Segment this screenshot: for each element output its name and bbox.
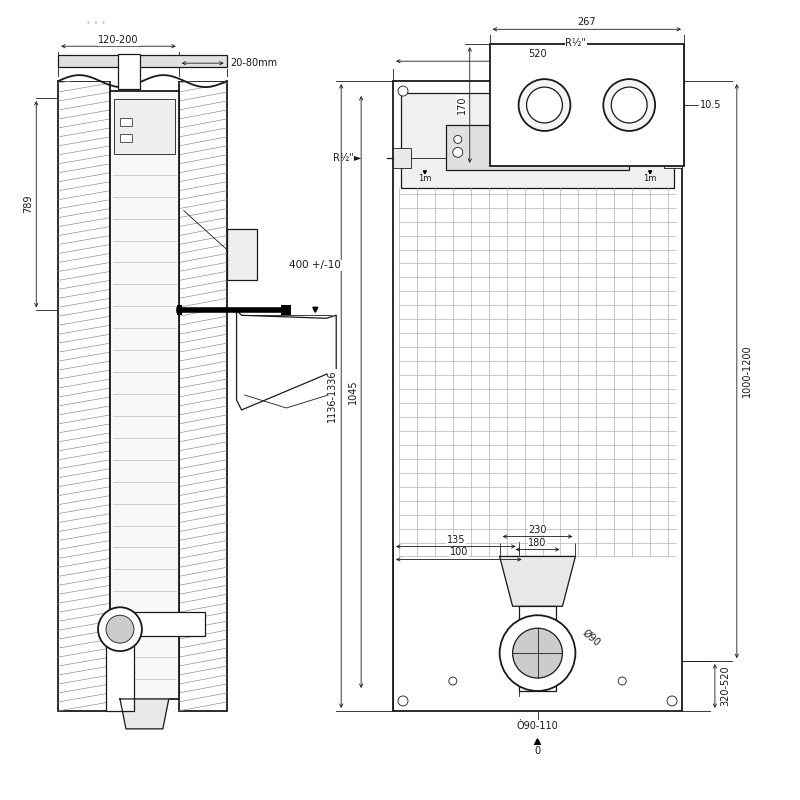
Text: 1m: 1m (643, 174, 657, 182)
Bar (118, 54, 140, 89)
Circle shape (454, 135, 462, 143)
Bar (226, 229, 257, 281)
Text: 135: 135 (446, 534, 465, 545)
Text: 400 +/-10: 400 +/-10 (290, 261, 342, 270)
Bar (282, 306, 291, 315)
Circle shape (618, 677, 626, 685)
Bar (664, 148, 682, 168)
Text: 230: 230 (528, 525, 546, 534)
Bar (120, 134, 132, 142)
Bar (518, 606, 557, 691)
Circle shape (611, 87, 647, 123)
Polygon shape (649, 170, 652, 174)
Polygon shape (500, 557, 575, 606)
Text: 320-520: 320-520 (720, 666, 730, 706)
Polygon shape (237, 310, 336, 410)
Text: Ò90-110: Ò90-110 (517, 721, 558, 731)
Text: 789: 789 (23, 195, 34, 214)
Circle shape (667, 86, 677, 96)
Bar (178, 81, 226, 711)
Bar (120, 118, 132, 126)
Circle shape (500, 615, 575, 691)
Bar (114, 99, 174, 154)
Bar (446, 125, 630, 170)
Text: 1045: 1045 (348, 380, 358, 404)
Text: 520: 520 (528, 50, 547, 59)
Bar (393, 81, 682, 711)
Circle shape (534, 143, 542, 151)
Text: 120-200: 120-200 (98, 35, 138, 46)
Bar (177, 306, 182, 315)
Polygon shape (534, 83, 541, 89)
Bar (58, 73, 226, 81)
Polygon shape (313, 307, 318, 312)
Text: • • •: • • • (86, 19, 106, 28)
Text: Ø90: Ø90 (580, 628, 602, 648)
Circle shape (98, 607, 142, 651)
Circle shape (513, 628, 562, 678)
Circle shape (449, 677, 457, 685)
Circle shape (526, 87, 562, 123)
Text: 20-80mm: 20-80mm (230, 58, 278, 68)
Bar (110, 91, 178, 699)
Polygon shape (534, 739, 541, 745)
Circle shape (106, 615, 134, 643)
Circle shape (614, 135, 622, 143)
Bar (401, 93, 674, 188)
Text: R½"►: R½"► (333, 153, 361, 163)
Bar (58, 55, 226, 67)
Circle shape (453, 147, 462, 158)
Bar (105, 612, 205, 636)
Circle shape (612, 147, 622, 158)
Text: 170: 170 (457, 96, 466, 114)
Text: R½": R½" (566, 38, 586, 48)
Polygon shape (120, 699, 169, 729)
Text: 1m: 1m (418, 174, 432, 182)
Circle shape (603, 79, 655, 131)
Circle shape (398, 86, 408, 96)
Text: 267: 267 (578, 18, 596, 27)
Text: 1000-1200: 1000-1200 (742, 345, 752, 398)
Bar (58, 81, 110, 711)
Text: 180: 180 (528, 538, 546, 549)
Bar (106, 612, 134, 711)
Text: 1136-1336: 1136-1336 (327, 370, 338, 422)
Circle shape (398, 696, 408, 706)
Circle shape (667, 696, 677, 706)
Text: 100: 100 (450, 547, 468, 558)
Polygon shape (423, 170, 426, 174)
Circle shape (518, 79, 570, 131)
Bar (393, 148, 411, 168)
Text: 0: 0 (534, 746, 541, 756)
Bar (490, 44, 684, 166)
Text: 10.5: 10.5 (700, 100, 722, 110)
